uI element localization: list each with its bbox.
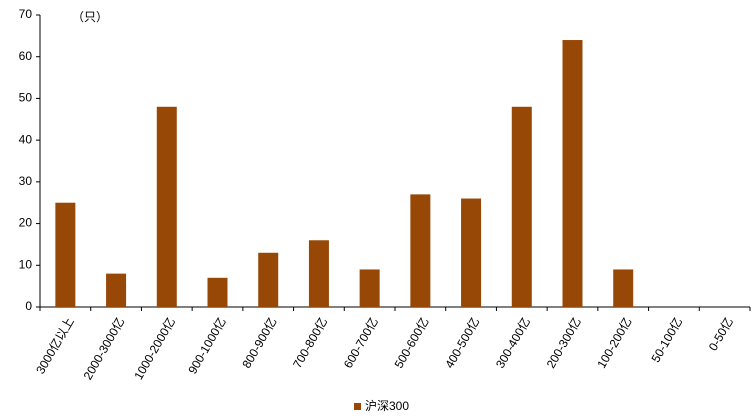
y-tick-label: 70 bbox=[19, 7, 33, 21]
bar bbox=[156, 106, 177, 308]
unit-label: （只） bbox=[72, 10, 108, 24]
x-tick-label: 900-1000亿 bbox=[184, 315, 228, 377]
x-tick-label: 800-900亿 bbox=[239, 315, 280, 371]
x-tick-label: 300-400亿 bbox=[492, 315, 533, 371]
y-tick-label: 30 bbox=[19, 174, 33, 188]
bar bbox=[359, 269, 380, 307]
bar bbox=[613, 269, 634, 307]
y-tick-label: 10 bbox=[19, 257, 33, 271]
x-tick-label: 200-300亿 bbox=[543, 315, 584, 371]
y-tick-label: 50 bbox=[19, 91, 33, 105]
y-tick-label: 0 bbox=[25, 299, 32, 313]
bar bbox=[461, 198, 482, 307]
x-tick-label: 400-500亿 bbox=[441, 315, 482, 371]
bar bbox=[308, 240, 329, 307]
y-tick-label: 40 bbox=[19, 132, 33, 146]
bar bbox=[106, 273, 127, 307]
x-tick-label: 3000亿以上 bbox=[32, 315, 76, 377]
x-tick-label: 500-600亿 bbox=[391, 315, 432, 371]
legend-label: 沪深300 bbox=[365, 399, 409, 413]
x-tick-label: 700-800亿 bbox=[289, 315, 330, 371]
y-tick-label: 60 bbox=[19, 49, 33, 63]
x-tick-label: 0-50亿 bbox=[705, 315, 736, 354]
bar bbox=[55, 202, 76, 307]
x-tick-label: 1000-2000亿 bbox=[130, 315, 178, 383]
bar bbox=[258, 252, 279, 307]
x-tick-label: 600-700亿 bbox=[340, 315, 381, 371]
bar bbox=[410, 194, 431, 307]
legend-swatch bbox=[354, 403, 361, 410]
x-tick-label: 100-200亿 bbox=[594, 315, 635, 371]
bar bbox=[511, 106, 532, 308]
bar bbox=[207, 277, 228, 307]
y-tick-label: 20 bbox=[19, 216, 33, 230]
x-tick-label: 2000-3000亿 bbox=[80, 315, 128, 383]
x-tick-label: 50-100亿 bbox=[648, 315, 686, 365]
bar bbox=[562, 40, 583, 308]
